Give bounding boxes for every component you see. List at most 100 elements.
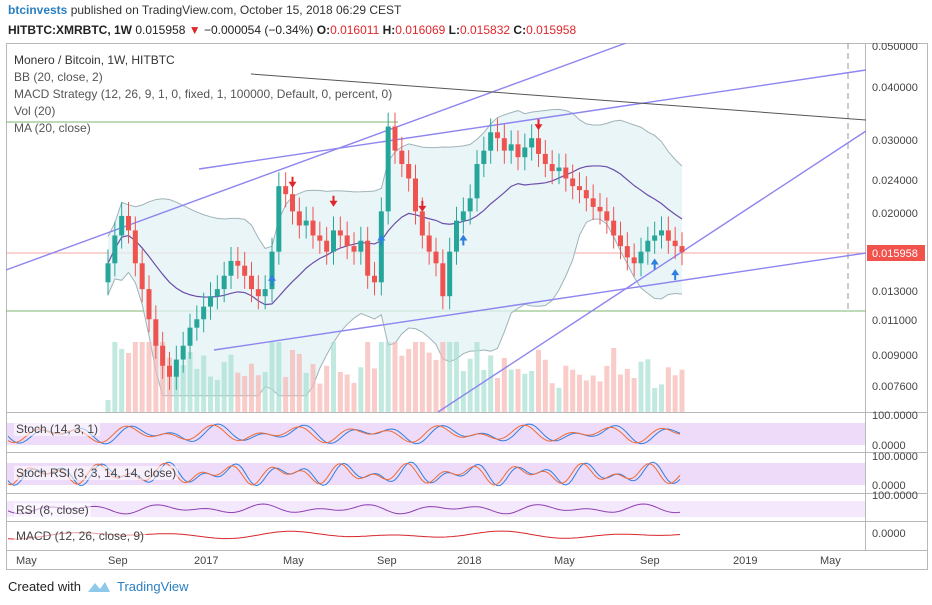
close-label: C:	[513, 23, 527, 37]
buy-signal-arrow	[650, 258, 659, 270]
volume-bar	[228, 354, 234, 412]
rsi-line	[7, 503, 681, 515]
legend-vol[interactable]: Vol (20)	[14, 104, 56, 118]
volume-bar	[467, 358, 473, 412]
volume-bar	[413, 342, 418, 412]
macd-pane-label[interactable]: MACD (12, 26, close, 9)	[14, 529, 147, 543]
symbol-label: HITBTC:XMRBTC, 1W	[8, 23, 132, 37]
volume-bar	[324, 365, 330, 412]
volume-bar	[679, 369, 685, 412]
candle-body	[611, 220, 617, 236]
candle-body	[276, 186, 282, 252]
candle-body	[645, 240, 651, 252]
symbol-ohlc-line: HITBTC:XMRBTC, 1W 0.015958 ▼ −0.000054 (…	[0, 20, 932, 40]
candle-body	[508, 144, 514, 151]
candle-body	[146, 289, 152, 320]
candle-body	[522, 147, 528, 158]
legend-macd-strategy[interactable]: MACD Strategy (12, 26, 9, 1, 0, fixed, 1…	[14, 87, 393, 101]
volume-bar	[105, 400, 111, 412]
volume-bar	[638, 361, 644, 412]
volume-bars	[105, 342, 685, 412]
candle-body	[604, 211, 610, 221]
price-axis[interactable]: 0.050000 0.040000 0.030000 0.024000 0.02…	[867, 43, 925, 540]
chart-canvas[interactable]: 0.050000 0.040000 0.030000 0.024000 0.02…	[6, 43, 928, 570]
volume-bar	[536, 349, 541, 412]
price-tick: 0.007600	[872, 381, 918, 393]
author-name[interactable]: btcinvests	[8, 3, 68, 17]
publish-info: published on TradingView.com, October 15…	[70, 3, 402, 17]
volume-bar	[460, 371, 466, 412]
volume-bar	[440, 342, 446, 412]
stoch-tick: 0.0000	[872, 440, 906, 452]
candle-body	[303, 220, 309, 226]
time-tick: Sep	[377, 555, 397, 567]
footer: Created with TradingView	[8, 578, 189, 596]
candle-body	[139, 263, 145, 290]
time-tick: May	[16, 555, 37, 567]
volume-bar	[351, 382, 357, 412]
stochrsi-pane-label[interactable]: Stoch RSI (3, 3, 14, 14, close)	[14, 466, 179, 480]
volume-bar	[570, 369, 576, 412]
buy-signal-arrow	[268, 274, 276, 286]
candle-body	[529, 138, 535, 148]
volume-bar	[447, 342, 453, 412]
volume-bar	[201, 355, 207, 412]
volume-bar	[126, 353, 131, 412]
candle-body	[358, 240, 364, 252]
created-with-text: Created with	[8, 579, 81, 594]
volume-bar	[194, 368, 200, 412]
candle-body	[385, 126, 391, 212]
candle-body	[426, 235, 432, 252]
legend-title[interactable]: Monero / Bitcoin, 1W, HITBTC	[14, 53, 175, 67]
candle-body	[255, 289, 261, 297]
time-tick: Sep	[108, 555, 128, 567]
high-label: H:	[382, 23, 396, 37]
volume-bar	[337, 372, 343, 412]
indicator-legend: Monero / Bitcoin, 1W, HITBTC BB (20, clo…	[14, 52, 392, 137]
volume-bar	[153, 342, 159, 412]
tradingview-logo-icon[interactable]	[87, 580, 111, 594]
volume-bar	[563, 365, 569, 412]
candle-body	[392, 126, 398, 151]
candle-body	[290, 194, 295, 212]
high-value: 0.016069	[395, 23, 446, 37]
candle-body	[112, 235, 118, 264]
price-tick: 0.011000	[872, 315, 917, 327]
volume-bar	[146, 342, 152, 412]
stoch-pane-label[interactable]: Stoch (14, 3, 1)	[14, 422, 101, 436]
candle-body	[351, 246, 357, 252]
down-arrow-icon: ▼	[188, 23, 201, 37]
price-tick: 0.040000	[872, 82, 918, 94]
volume-bar	[481, 370, 487, 412]
volume-bar	[262, 371, 268, 412]
volume-bar	[331, 342, 336, 412]
candle-body	[447, 251, 453, 297]
price-tick: 0.009000	[872, 350, 918, 362]
candle-body	[583, 190, 589, 199]
time-axis[interactable]: May Sep 2017 May Sep 2018 May Sep 2019 M…	[16, 555, 841, 567]
candle-body	[372, 275, 377, 283]
volume-bar	[433, 360, 439, 412]
candle-body	[501, 138, 507, 151]
price-tick: 0.050000	[872, 43, 918, 53]
low-label: L:	[448, 23, 460, 37]
volume-bar	[522, 373, 528, 412]
time-tick: May	[554, 555, 575, 567]
legend-bb[interactable]: BB (20, close, 2)	[14, 70, 103, 84]
rsi-pane-label[interactable]: RSI (8, close)	[14, 503, 91, 517]
stoch-tick: 100.0000	[872, 410, 918, 422]
candle-body	[665, 230, 671, 241]
volume-bar	[119, 348, 125, 412]
candle-body	[194, 319, 200, 328]
volume-bar	[618, 374, 623, 412]
legend-ma[interactable]: MA (20, close)	[14, 121, 91, 135]
candle-body	[406, 164, 412, 179]
trendline-upper-channel	[6, 43, 627, 271]
candle-body	[344, 235, 350, 247]
volume-bar	[242, 376, 248, 412]
tradingview-link[interactable]: TradingView	[116, 579, 189, 594]
candle-body	[488, 132, 494, 151]
volume-bar	[590, 375, 596, 412]
buy-signal-arrow	[671, 269, 680, 281]
volume-bar	[344, 374, 350, 412]
